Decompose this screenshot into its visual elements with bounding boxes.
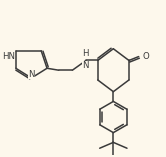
Text: H: H	[82, 49, 88, 57]
Text: O: O	[143, 52, 149, 61]
Text: N: N	[82, 61, 88, 70]
Text: HN: HN	[2, 52, 15, 61]
Text: N: N	[28, 70, 35, 79]
